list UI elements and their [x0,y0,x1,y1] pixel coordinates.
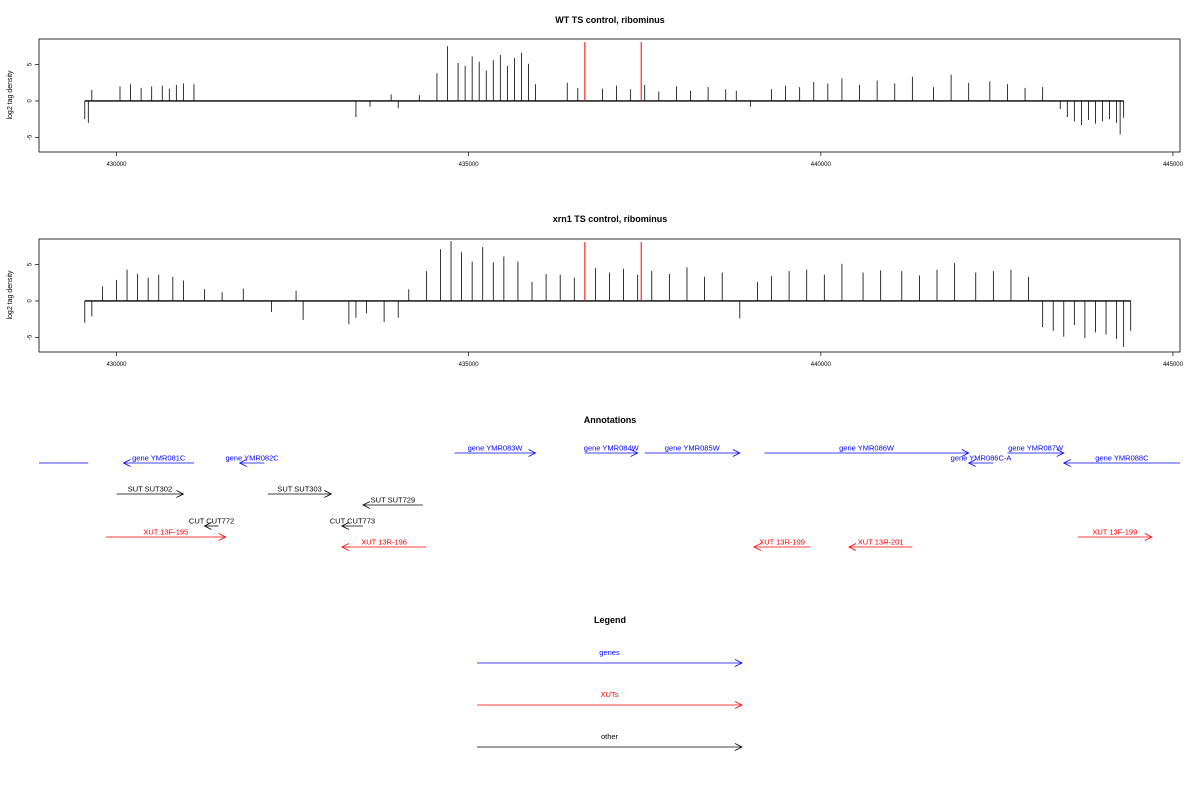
feature-gene-4: gene YMR084W [584,444,640,457]
feature-label: XUT 13R-199 [759,538,805,547]
feature-label: gene YMR088C [1095,454,1149,463]
feature-other-13: CUT CUT772 [189,517,234,530]
wt-density-panel: WT TS control, ribominus log2 tag densit… [7,15,1184,168]
feature-gene-2: gene YMR082C [225,454,279,467]
feature-label: SUT SUT729 [371,496,415,505]
xrn1-y-axis-label: log2 tag density [7,270,14,320]
legend-title: Legend [594,615,626,625]
feature-label: gene YMR087W [1008,444,1064,453]
feature-arrow-arrowhead [340,522,350,530]
legend-label: XUTs [601,690,619,699]
wt-panel-title: WT TS control, ribominus [555,15,665,25]
feature-xut-19: XUT 13F-199 [1077,528,1153,541]
feature-other-14: CUT CUT773 [330,517,375,530]
feature-other-10: SUT SUT302 [116,485,185,498]
feature-label: CUT CUT773 [330,517,375,526]
xrn1-x-tick-label: 440000 [811,362,832,368]
xrn1-x-tick-label: 430000 [106,362,127,368]
legend-arrow-arrowhead [734,659,743,667]
xrn1-x-tick-label: 445000 [1163,362,1184,368]
feature-arrow-arrowhead [528,449,537,457]
feature-arrow-arrowhead [122,459,131,467]
xrn1-y-tick-label: 0 [28,299,34,303]
wt-y-tick-label: 5 [28,62,34,66]
feature-arrow-arrowhead [752,543,762,551]
feature-label: XUT 13R-201 [858,538,904,547]
feature-arrow-arrowhead [218,533,227,541]
feature-gene-6: gene YMR086W [764,444,970,457]
wt-x-tick-label: 445000 [1163,162,1184,168]
feature-arrow-arrowhead [176,490,185,498]
feature-arrow-arrowhead [340,543,350,551]
feature-gene-5: gene YMR085W [644,444,741,457]
wt-y-tick-label: 0 [28,99,34,103]
feature-arrow-arrowhead [967,459,976,467]
feature-label: gene YMR086W [839,444,895,453]
feature-label: gene YMR082C [225,454,279,463]
annotations-track: Annotations gene YMR081C gene YMR082C gene… [39,415,1180,551]
feature-xut-16: XUT 13R-196 [340,538,427,551]
feature-arrow-arrowhead [324,490,333,498]
feature-label: CUT CUT772 [189,517,234,526]
xrn1-density-panel: xrn1 TS control, ribominus log2 tag dens… [7,214,1184,368]
feature-other-11: SUT SUT303 [267,485,333,498]
feature-arrow-arrowhead [1144,533,1153,541]
feature-xut-15: XUT 13F-195 [105,528,227,541]
feature-arrow-arrowhead [961,449,970,457]
xrn1-panel-title: xrn1 TS control, ribominus [553,214,668,224]
feature-arrow-arrowhead [1056,449,1065,457]
wt-y-tick-label: -5 [28,134,34,140]
legend-item-other: other [477,732,743,751]
feature-gene-8: gene YMR087W [1007,444,1065,457]
feature-label: SUT SUT302 [128,485,172,494]
feature-other-12: SUT SUT729 [362,496,423,509]
legend-arrow-arrowhead [734,743,743,751]
xrn1-y-tick-label: -5 [28,334,34,340]
legend-item-gene: genes [477,648,743,667]
feature-xut-18: XUT 13R-201 [848,538,913,551]
feature-label: gene YMR083W [468,444,524,453]
legend-item-xut: XUTs [477,690,743,709]
wt-x-tick-label: 440000 [811,162,832,168]
feature-label: gene YMR086C-A [951,454,1012,463]
feature-gene-7: gene YMR086C-A [951,454,1012,467]
feature-label: gene YMR084W [584,444,640,453]
feature-arrow-arrowhead [362,501,371,509]
xrn1-plot-frame [38,238,1181,353]
feature-label: XUT 13F-195 [143,528,188,537]
feature-arrow-arrowhead [203,522,212,530]
feature-xut-17: XUT 13R-199 [752,538,811,551]
feature-gene-1: gene YMR081C [122,454,194,467]
feature-arrow-arrowhead [848,543,857,551]
feature-arrow-arrowhead [1062,459,1071,467]
wt-y-axis-label: log2 tag density [7,70,14,120]
legend-arrow-arrowhead [734,701,743,709]
annotations-title: Annotations [584,415,637,425]
feature-arrow-arrowhead [732,449,741,457]
feature-label: gene YMR085W [665,444,721,453]
wt-x-tick-label: 430000 [106,162,127,168]
feature-label: XUT 13R-196 [361,538,407,547]
xrn1-x-tick-label: 435000 [459,362,480,368]
legend-label: other [601,732,619,741]
legend: Legend genes XUTs other [477,615,743,751]
feature-arrow-arrowhead [630,449,639,457]
feature-label: gene YMR081C [132,454,186,463]
feature-arrow-arrowhead [238,459,247,467]
wt-x-tick-label: 435000 [459,162,480,168]
legend-label: genes [599,648,620,657]
feature-label: XUT 13F-199 [1092,528,1137,537]
feature-label: SUT SUT303 [277,485,321,494]
xrn1-y-tick-label: 5 [28,262,34,266]
wt-plot-frame [38,38,1181,153]
feature-gene-3: gene YMR083W [454,444,537,457]
feature-gene-9: gene YMR088C [1062,454,1180,467]
